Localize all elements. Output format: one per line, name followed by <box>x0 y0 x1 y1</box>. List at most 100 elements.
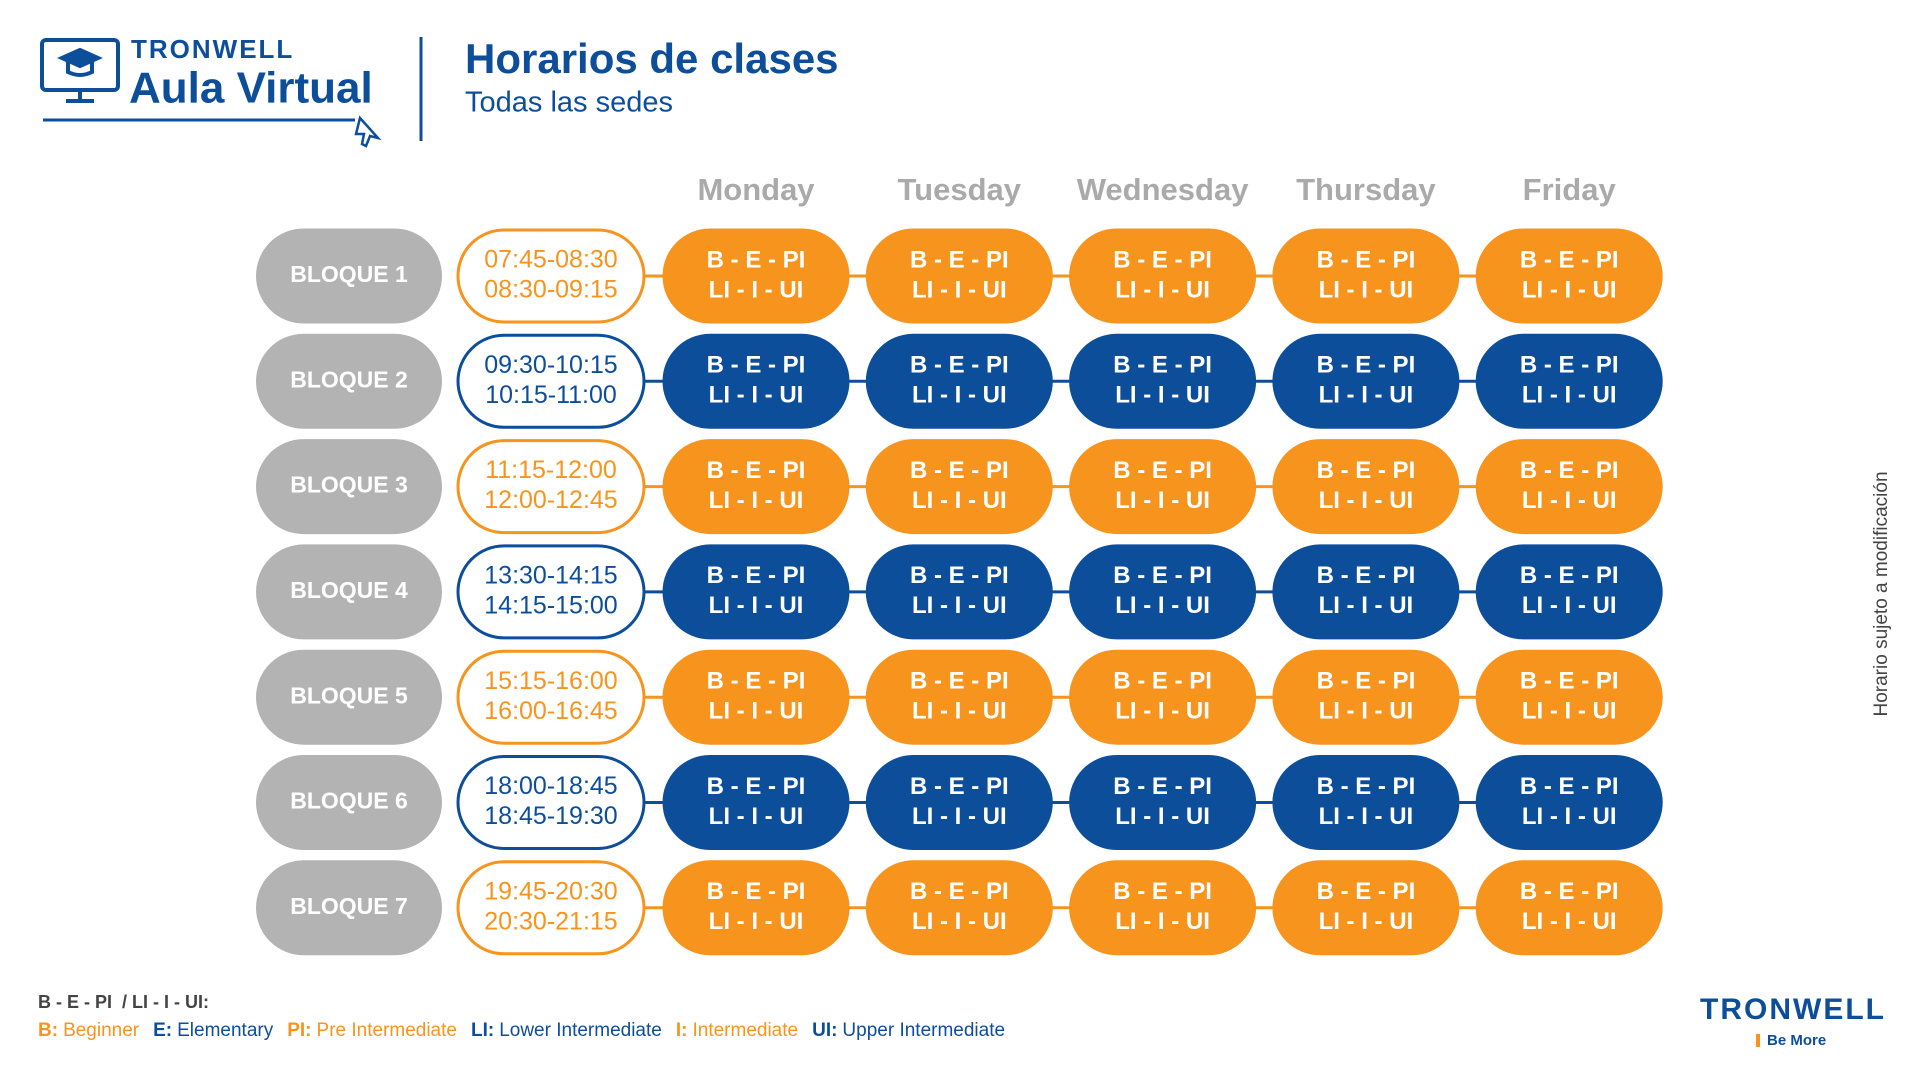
class-levels: LI - I - UI <box>912 908 1007 935</box>
class-pill <box>1069 649 1257 745</box>
class-levels: B - E - PI <box>1317 457 1416 484</box>
class-levels: B - E - PI <box>1520 352 1619 379</box>
class-levels: LI - I - UI <box>1115 908 1210 935</box>
class-levels: B - E - PI <box>707 457 806 484</box>
class-levels: LI - I - UI <box>1522 803 1617 830</box>
class-levels: LI - I - UI <box>1115 487 1210 514</box>
class-pill <box>1475 333 1663 429</box>
footer-bar <box>1756 1034 1760 1047</box>
class-levels: B - E - PI <box>910 562 1009 589</box>
block-label: BLOQUE 2 <box>290 366 408 392</box>
time-label: 14:15-15:00 <box>484 592 617 620</box>
block-label: BLOQUE 1 <box>290 261 408 287</box>
class-pill <box>1475 544 1663 640</box>
class-levels: B - E - PI <box>707 773 806 800</box>
class-pill <box>1272 755 1460 850</box>
time-label: 18:45-19:30 <box>484 802 617 830</box>
time-label: 15:15-16:00 <box>484 667 617 695</box>
class-pill <box>865 333 1053 429</box>
class-levels: LI - I - UI <box>1115 382 1210 409</box>
time-label: 19:45-20:30 <box>484 877 617 905</box>
class-levels: LI - I - UI <box>1319 382 1414 409</box>
class-levels: LI - I - UI <box>709 382 804 409</box>
class-levels: B - E - PI <box>1113 246 1212 273</box>
class-levels: LI - I - UI <box>1115 276 1210 303</box>
class-pill <box>1069 860 1257 956</box>
class-levels: B - E - PI <box>1520 773 1619 800</box>
class-levels: LI - I - UI <box>1522 908 1617 935</box>
day-header: Tuesday <box>898 172 1022 207</box>
class-levels: LI - I - UI <box>1115 592 1210 619</box>
day-header: Monday <box>697 172 815 207</box>
class-pill <box>1069 439 1257 535</box>
class-levels: LI - I - UI <box>1319 698 1414 725</box>
class-pill <box>865 755 1053 850</box>
class-levels: B - E - PI <box>1520 457 1619 484</box>
class-levels: LI - I - UI <box>912 803 1007 830</box>
time-pill <box>456 755 646 850</box>
class-levels: B - E - PI <box>910 668 1009 695</box>
class-pill <box>865 544 1053 640</box>
block-label: BLOQUE 5 <box>290 682 408 708</box>
class-levels: B - E - PI <box>707 668 806 695</box>
day-header: Friday <box>1523 172 1617 207</box>
class-levels: LI - I - UI <box>709 487 804 514</box>
day-header: Thursday <box>1296 172 1436 207</box>
block-label: BLOQUE 6 <box>290 788 408 814</box>
class-levels: LI - I - UI <box>709 803 804 830</box>
class-pill <box>1272 649 1460 745</box>
class-levels: B - E - PI <box>910 246 1009 273</box>
legend-name: Pre Intermediate <box>317 1020 457 1041</box>
class-pill <box>1272 860 1460 956</box>
time-label: 11:15-12:00 <box>485 456 617 484</box>
class-pill <box>865 228 1053 324</box>
class-levels: LI - I - UI <box>912 698 1007 725</box>
class-levels: LI - I - UI <box>709 592 804 619</box>
class-levels: B - E - PI <box>1113 562 1212 589</box>
class-pill <box>1475 439 1663 535</box>
class-levels: B - E - PI <box>1113 457 1212 484</box>
block-pill <box>256 649 442 745</box>
time-label: 12:00-12:45 <box>484 486 617 514</box>
class-levels: LI - I - UI <box>1522 487 1617 514</box>
class-pill <box>1475 649 1663 745</box>
class-levels: B - E - PI <box>1317 668 1416 695</box>
class-levels: B - E - PI <box>707 878 806 905</box>
block-label: BLOQUE 3 <box>290 472 408 498</box>
class-levels: B - E - PI <box>1317 352 1416 379</box>
block-pill <box>256 333 442 429</box>
class-pill <box>662 755 850 850</box>
time-label: 09:30-10:15 <box>484 351 617 379</box>
class-levels: LI - I - UI <box>1115 698 1210 725</box>
block-pill <box>256 860 442 956</box>
time-label: 16:00-16:45 <box>484 697 617 725</box>
brand: TRONWELL <box>131 34 294 64</box>
class-levels: B - E - PI <box>707 246 806 273</box>
time-label: 10:15-11:00 <box>485 381 617 409</box>
class-pill <box>1272 228 1460 324</box>
class-levels: LI - I - UI <box>1522 382 1617 409</box>
class-levels: LI - I - UI <box>912 592 1007 619</box>
class-levels: LI - I - UI <box>1319 276 1414 303</box>
time-pill <box>456 649 646 745</box>
class-pill <box>662 439 850 535</box>
class-levels: LI - I - UI <box>709 908 804 935</box>
block-label: BLOQUE 7 <box>290 893 408 919</box>
class-pill <box>1069 544 1257 640</box>
class-levels: B - E - PI <box>910 878 1009 905</box>
class-pill <box>1475 228 1663 324</box>
class-pill <box>865 860 1053 956</box>
time-pill <box>456 544 646 640</box>
class-levels: B - E - PI <box>1317 878 1416 905</box>
class-levels: LI - I - UI <box>1522 698 1617 725</box>
class-pill <box>1475 755 1663 850</box>
class-levels: B - E - PI <box>910 457 1009 484</box>
subtitle: Todas las sedes <box>465 87 673 119</box>
product: Aula Virtual <box>129 64 373 113</box>
class-levels: LI - I - UI <box>1319 487 1414 514</box>
class-levels: B - E - PI <box>1113 352 1212 379</box>
footer-brand: TRONWELL <box>1700 993 1886 1026</box>
legend-code: I: <box>676 1020 688 1041</box>
class-levels: LI - I - UI <box>1319 908 1414 935</box>
